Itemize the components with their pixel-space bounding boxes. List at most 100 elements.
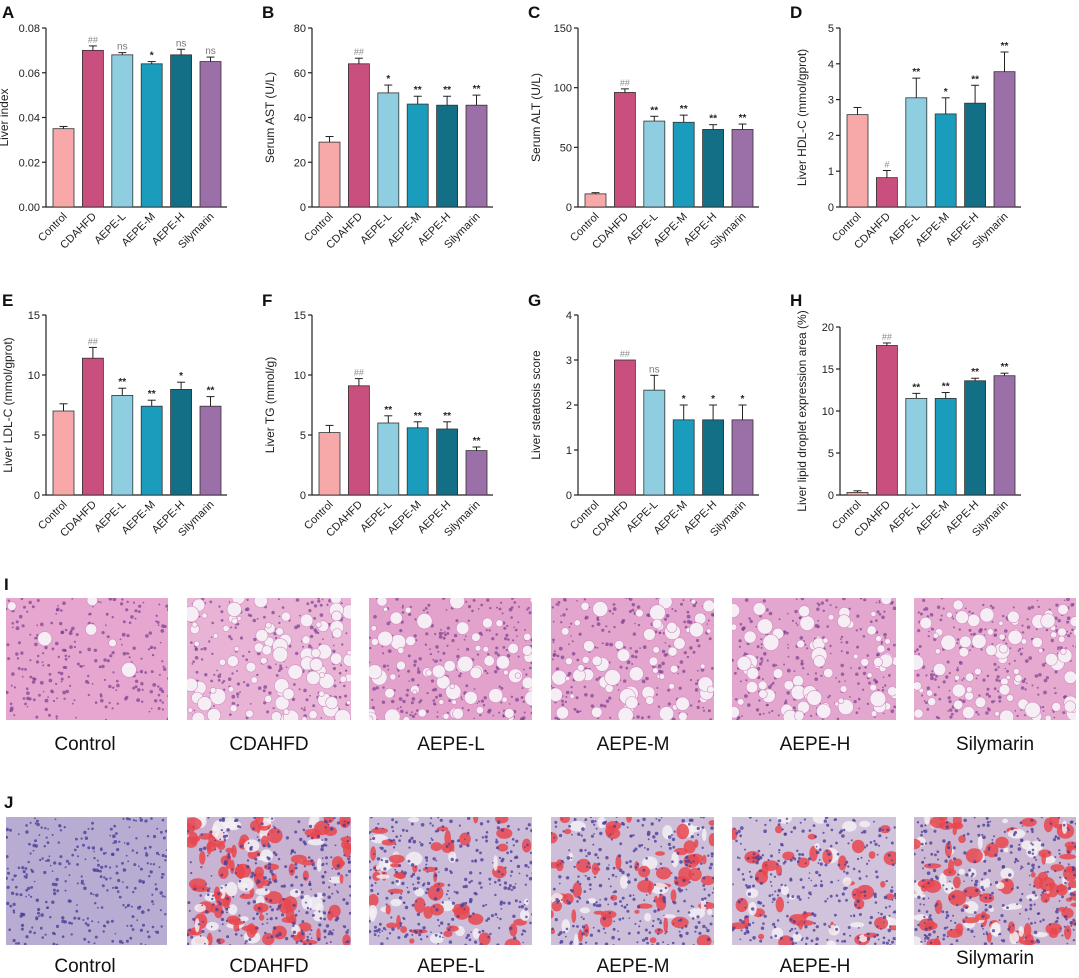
bar-silymarin: [199, 61, 222, 208]
y-axis-label: Liver TG (mmol/g): [263, 357, 277, 453]
y-axis-label: Liver LDL-C (mmol/gprot): [1, 337, 15, 472]
panel-j-letter-wrap: J: [4, 793, 13, 812]
significance-label: #: [884, 159, 889, 169]
significance-label: ##: [88, 35, 98, 45]
panel-letter: C: [528, 3, 540, 22]
bar-aepe-l: [377, 92, 400, 208]
histo-i-aepe-h: [732, 598, 896, 720]
bar-silymarin: [465, 104, 488, 208]
bar-aepe-l: [905, 397, 928, 496]
bar-aepe-m: [934, 113, 957, 208]
he-texture-cdahfd: [187, 598, 351, 720]
bar-control: [52, 410, 75, 496]
panel-i-letter-wrap: I: [4, 575, 9, 594]
significance-label: **: [912, 67, 920, 78]
significance-label: **: [709, 114, 717, 125]
y-tick-label: 0: [828, 490, 834, 502]
y-tick-label: 0: [566, 490, 572, 502]
y-tick-label: 3: [828, 95, 834, 107]
y-tick-label: 15: [294, 310, 306, 322]
bar-aepe-h: [436, 428, 459, 496]
significance-label: **: [739, 113, 747, 124]
bar-aepe-m: [406, 427, 429, 496]
y-tick-label: 3: [566, 355, 572, 367]
bar-aepe-h: [170, 388, 193, 496]
histo-j-aepe-h: [732, 817, 896, 945]
he-texture-aepe-l: [369, 598, 532, 720]
y-tick-label: 80: [294, 23, 306, 35]
significance-label: **: [1001, 362, 1009, 373]
significance-label: **: [414, 411, 422, 422]
bar-silymarin: [993, 375, 1016, 496]
bar-cdahfd: [876, 177, 898, 208]
y-tick-label: 0: [34, 490, 40, 502]
histo-i-control: [6, 598, 168, 720]
bar-cdahfd: [82, 357, 104, 496]
bar-aepe-h: [702, 129, 724, 208]
panel-letter: E: [2, 291, 13, 310]
y-tick-label: 150: [554, 23, 572, 35]
caption-j-cdahfd: CDAHFD: [229, 956, 309, 977]
y-axis-label: Serum AST (U/L): [263, 72, 277, 163]
bar-aepe-l: [111, 54, 134, 208]
histo-i-aepe-l: [369, 598, 532, 720]
bar-aepe-m: [672, 121, 695, 208]
panel-letter: G: [528, 291, 541, 310]
significance-label: **: [443, 85, 451, 96]
caption-i-aepe-l: AEPE-L: [417, 734, 485, 755]
significance-label: *: [150, 51, 154, 62]
significance-label: **: [148, 389, 156, 400]
significance-label: *: [386, 74, 390, 85]
y-tick-label: 0.00: [19, 202, 40, 214]
significance-label: **: [414, 85, 422, 96]
bar-aepe-h: [964, 380, 986, 496]
bar-silymarin: [199, 405, 222, 496]
histo-i-silymarin: [914, 598, 1076, 720]
y-tick-label: 0: [828, 202, 834, 214]
y-axis-label: Liver HDL-C (mmol/gprot): [795, 49, 809, 186]
bar-cdahfd: [347, 63, 370, 208]
bar-aepe-h: [964, 102, 986, 208]
significance-label: ##: [354, 368, 364, 378]
y-tick-label: 15: [28, 310, 40, 322]
bar-cdahfd: [614, 359, 636, 496]
significance-label: **: [207, 386, 215, 397]
bar-aepe-l: [111, 394, 134, 496]
oro-texture-aepe-l: [369, 817, 532, 945]
y-tick-label: 1: [566, 445, 572, 457]
caption-j-silymarin: Silymarin: [955, 948, 1035, 969]
significance-label: ns: [649, 364, 660, 375]
y-tick-label: 4: [566, 310, 572, 322]
bar-aepe-m: [140, 63, 163, 208]
panel-letter: D: [790, 3, 802, 22]
significance-label: **: [680, 104, 688, 115]
caption-j-aepe-h: AEPE-H: [779, 956, 851, 977]
bar-aepe-l: [905, 97, 928, 208]
y-axis-label: Liver lipid droplet expression area (%): [795, 310, 809, 511]
y-axis-label: Serum ALT (U/L): [529, 73, 543, 162]
significance-label: ##: [620, 349, 630, 359]
bar-cdahfd: [82, 49, 104, 208]
y-tick-label: 0: [300, 202, 306, 214]
y-tick-label: 4: [828, 59, 834, 71]
bar-control: [846, 114, 869, 208]
bar-cdahfd: [347, 385, 370, 496]
histo-j-cdahfd: [187, 817, 351, 945]
oro-texture-aepe-m: [551, 817, 714, 945]
bar-silymarin: [731, 419, 754, 496]
y-tick-label: 2: [566, 400, 572, 412]
bar-control: [846, 492, 869, 496]
bar-aepe-l: [643, 389, 666, 496]
y-tick-label: 0: [300, 490, 306, 502]
y-tick-label: 0: [566, 202, 572, 214]
significance-label: **: [473, 436, 481, 447]
significance-label: **: [118, 377, 126, 388]
significance-label: **: [912, 382, 920, 393]
